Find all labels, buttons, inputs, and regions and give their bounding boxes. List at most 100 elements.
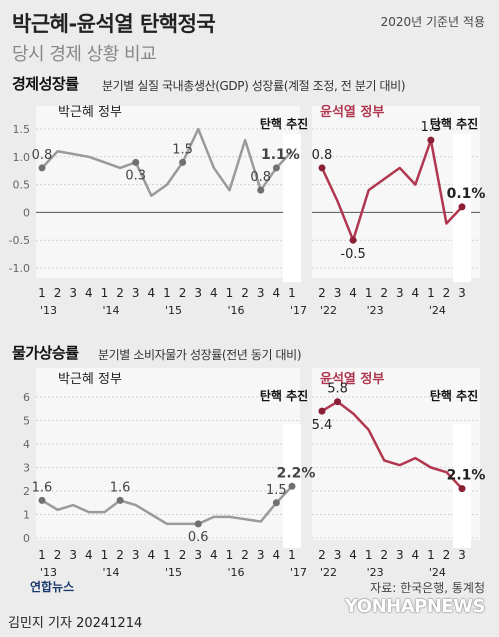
y-tick-label: 1.0: [13, 151, 31, 164]
x-quarter-label: 2: [443, 548, 451, 562]
data-label: 0.8: [312, 148, 333, 163]
gdp-section-title: 경제성장률: [12, 75, 79, 93]
data-label: 5.4: [312, 418, 333, 433]
data-point: [116, 496, 124, 504]
x-quarter-label: 1: [288, 548, 296, 562]
x-quarter-label: 4: [273, 548, 281, 562]
right-panel-label: 윤석열 정부: [320, 371, 384, 387]
data-point: [179, 158, 187, 166]
page-subtitle: 당시 경제 상황 비교: [12, 44, 157, 65]
x-quarter-label: 3: [69, 286, 77, 300]
x-quarter-label: 4: [349, 548, 357, 562]
data-label: 1.5: [266, 483, 287, 498]
data-point: [349, 236, 357, 244]
right-series-line: [320, 138, 463, 242]
y-tick-label: 0: [23, 532, 30, 545]
cpi-section-title: 물가상승률: [12, 344, 79, 362]
x-quarter-label: 2: [443, 286, 451, 300]
x-quarter-label: 4: [210, 548, 218, 562]
data-point: [458, 485, 466, 493]
x-quarter-label: 2: [241, 286, 249, 300]
x-year-label: '16: [228, 566, 245, 579]
left-panel-label: 박근혜 정부: [58, 105, 122, 120]
x-year-label: '22: [320, 566, 337, 579]
x-year-label: '15: [165, 304, 182, 317]
x-quarter-label: 2: [116, 548, 124, 562]
gdp-chart: 1.5 1.0 0.5 0 -0.5 -1.0 탄핵 추진 탄핵 추진 박근혜 정부 윤석열 정부…: [9, 104, 486, 317]
x-quarter-label: 2: [179, 286, 187, 300]
x-year-label: '13: [40, 566, 57, 579]
impeach-label: 탄핵 추진: [260, 388, 308, 403]
data-point: [272, 499, 280, 507]
x-year-label: '13: [40, 304, 57, 317]
x-year-label: '17: [290, 566, 307, 579]
data-label: 1.3: [421, 120, 442, 135]
byline: 김민지 기자 20241214: [8, 616, 143, 631]
y-tick-label: 3: [23, 462, 30, 475]
left-panel-bg: [36, 106, 300, 278]
x-quarter-label: 1: [38, 548, 46, 562]
x-quarter-label: 1: [288, 286, 296, 300]
x-quarter-label: 1: [365, 548, 373, 562]
x-quarter-label: 2: [54, 548, 62, 562]
impeach-band: [283, 134, 301, 282]
x-quarter-label: 2: [179, 548, 187, 562]
y-tick-label: 1: [23, 509, 30, 522]
x-year-label: '24: [429, 566, 446, 579]
x-quarter-label: 3: [396, 548, 404, 562]
x-quarter-label: 4: [273, 286, 281, 300]
x-quarter-label: 1: [427, 548, 435, 562]
x-quarter-label: 3: [132, 548, 140, 562]
x-quarter-label: 4: [148, 548, 156, 562]
data-point: [194, 520, 202, 528]
x-quarter-label: 3: [69, 548, 77, 562]
y-tick-label: 1.5: [13, 123, 31, 136]
cpi-section-desc: 분기별 소비자물가 성장률(전년 동기 대비): [98, 348, 302, 362]
y-tick-label: 2: [23, 485, 30, 498]
x-year-label: '14: [103, 304, 120, 317]
left-series-line: [41, 127, 293, 197]
x-quarter-label: 2: [318, 548, 326, 562]
left-panel-label: 박근혜 정부: [58, 372, 122, 387]
watermark: YONHAPNEWS: [344, 596, 486, 617]
data-point: [257, 186, 265, 194]
data-label: 0.8: [32, 148, 53, 163]
x-quarter-label: 3: [334, 286, 342, 300]
y-tick-label: 6: [23, 391, 30, 404]
data-point: [458, 203, 466, 211]
page-title: 박근혜-윤석열 탄핵정국: [12, 12, 216, 36]
data-point: [38, 164, 46, 172]
yonhap-logo: 연합뉴스: [30, 580, 75, 594]
impeach-label: 탄핵 추진: [430, 116, 478, 131]
x-quarter-label: 1: [38, 286, 46, 300]
x-year-label: '22: [320, 304, 337, 317]
x-quarter-label: 1: [365, 286, 373, 300]
source-note: 자료: 한국은행, 통계청: [370, 581, 485, 595]
data-label: 2.2%: [277, 465, 316, 481]
y-tick-label: 0.5: [13, 179, 31, 192]
x-quarter-label: 1: [163, 548, 171, 562]
y-tick-label: 0: [23, 206, 30, 219]
base-year-note: 2020년 기준년 적용: [380, 15, 485, 29]
data-point: [288, 482, 296, 490]
data-label: 1.1%: [261, 147, 300, 163]
x-quarter-label: 2: [54, 286, 62, 300]
x-year-label: '23: [367, 304, 384, 317]
x-year-label: '14: [103, 566, 120, 579]
data-point: [272, 164, 280, 172]
left-series-line: [41, 485, 293, 526]
impeach-label: 탄핵 추진: [260, 116, 308, 131]
data-label: 1.6: [32, 480, 53, 495]
x-quarter-label: 3: [334, 548, 342, 562]
data-point: [427, 136, 435, 144]
x-quarter-label: 4: [412, 548, 420, 562]
data-label: 5.8: [327, 382, 348, 397]
y-tick-label: -1.0: [9, 262, 30, 275]
x-quarter-label: 3: [132, 286, 140, 300]
x-quarter-label: 3: [194, 548, 202, 562]
x-quarter-label: 1: [101, 286, 109, 300]
x-quarter-label: 2: [380, 548, 388, 562]
data-label: 0.1%: [447, 186, 486, 202]
x-quarter-label: 2: [116, 286, 124, 300]
